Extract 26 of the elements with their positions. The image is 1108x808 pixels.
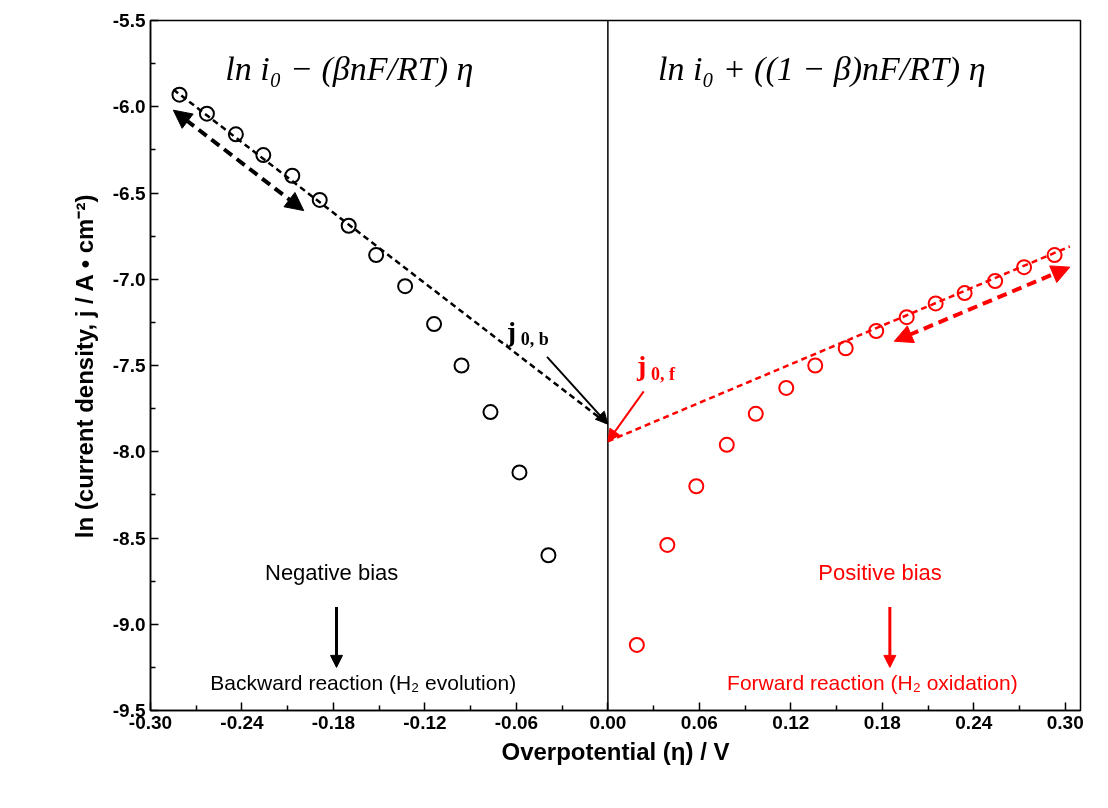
x-tick-label: -0.24: [220, 711, 265, 733]
x-tick-label: 0.12: [772, 711, 810, 733]
x-tick-label: -0.06: [494, 711, 539, 733]
x-tick-label: -0.18: [311, 711, 356, 733]
annotation: ln i₀ − (βnF/RT) η: [225, 50, 474, 89]
y-tick-label: -6.0: [112, 96, 146, 118]
annotation: ln i₀ + ((1 − β)nF/RT) η: [657, 50, 986, 89]
annotation: Positive bias: [818, 560, 942, 585]
x-tick-label: -0.12: [403, 711, 447, 733]
annotation: Backward reaction (H₂ evolution): [210, 671, 517, 695]
x-tick-label: 0.06: [680, 711, 718, 733]
y-axis-title: ln (current density, j / A • cm⁻²): [70, 194, 98, 539]
x-tick-label: 0.00: [589, 711, 627, 733]
x-tick-label: 0.18: [863, 711, 901, 733]
y-tick-label: -8.5: [112, 527, 146, 549]
annotation: Forward reaction (H₂ oxidation): [727, 671, 1018, 695]
y-tick-label: -7.0: [112, 268, 146, 290]
y-tick-label: -9.0: [112, 613, 146, 635]
x-axis-title: Overpotential (η) / V: [501, 737, 730, 765]
y-tick-label: -8.0: [112, 441, 146, 463]
y-tick-label: -5.5: [112, 10, 146, 31]
x-tick-label: 0.24: [955, 711, 993, 733]
x-tick-label: 0.30: [1046, 711, 1084, 733]
annotation: Negative bias: [265, 560, 399, 585]
y-tick-label: -6.5: [112, 182, 146, 204]
y-tick-label: -7.5: [112, 355, 146, 376]
